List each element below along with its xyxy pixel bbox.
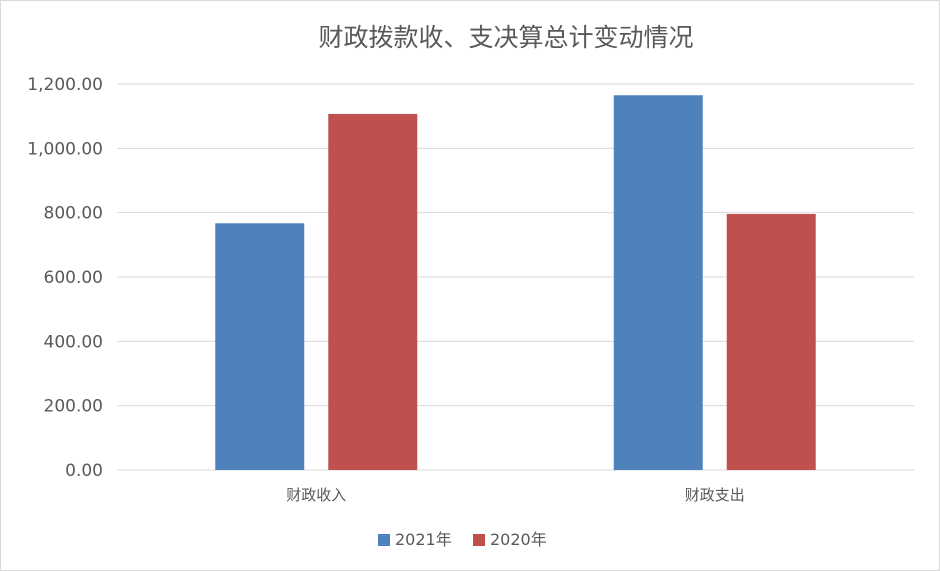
bar-series2-2: [726, 213, 816, 470]
legend: 2021年 2020年: [378, 530, 547, 549]
y-tick-label: 400.00: [44, 332, 103, 352]
x-tick-label: 财政支出: [685, 486, 745, 504]
bars: [215, 95, 816, 470]
bar-series1-2: [613, 95, 703, 470]
x-tick-label: 财政收入: [286, 486, 346, 504]
y-tick-label: 200.00: [44, 397, 103, 417]
bar-series2-1: [328, 113, 418, 470]
legend-swatch: [378, 534, 390, 546]
legend-label: 2020年: [490, 530, 547, 549]
y-tick-label: 0.00: [65, 461, 103, 481]
y-tick-label: 1,200.00: [27, 75, 103, 95]
y-tick-label: 1,000.00: [27, 139, 103, 159]
bar-series1-1: [215, 223, 305, 470]
y-tick-label: 600.00: [44, 268, 103, 288]
x-axis-ticks: 财政收入 财政支出: [286, 486, 745, 504]
legend-label: 2021年: [395, 530, 452, 549]
chart-title: 财政拨款收、支决算总计变动情况: [318, 23, 693, 52]
y-axis-ticks: 0.00 200.00 400.00 600.00 800.00 1,000.00 1,20…: [27, 75, 103, 481]
y-tick-label: 800.00: [44, 204, 103, 224]
legend-swatch: [473, 534, 485, 546]
